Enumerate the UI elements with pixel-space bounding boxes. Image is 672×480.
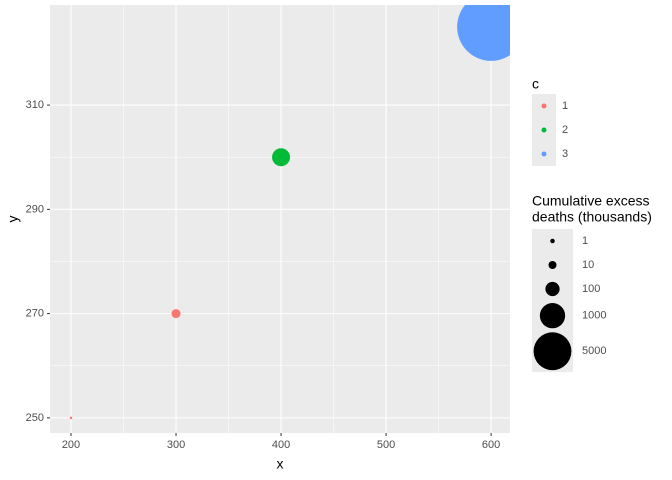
y-tick-label: 270 bbox=[26, 308, 44, 320]
legend-key bbox=[541, 151, 547, 157]
legend-key bbox=[539, 303, 566, 329]
y-tick-label: 290 bbox=[26, 203, 44, 215]
x-axis-label: x bbox=[277, 456, 284, 472]
legend-title: c bbox=[532, 76, 539, 92]
legend-label: 1 bbox=[562, 100, 568, 112]
x-tick-label: 200 bbox=[62, 439, 80, 451]
x-tick-label: 500 bbox=[377, 439, 395, 451]
grid bbox=[50, 5, 510, 433]
legend-label: 1000 bbox=[582, 310, 606, 322]
y-tick-label: 310 bbox=[26, 99, 44, 111]
legend-key bbox=[545, 281, 560, 297]
legend-key bbox=[548, 260, 557, 270]
legend-key bbox=[541, 127, 547, 133]
y-axis-label: y bbox=[5, 216, 21, 223]
marks bbox=[69, 5, 510, 420]
legend-label: 5000 bbox=[582, 345, 606, 357]
legend-label: 100 bbox=[582, 283, 600, 295]
legend-label: 2 bbox=[562, 124, 568, 136]
panel bbox=[50, 5, 510, 433]
legend-label: 1 bbox=[582, 235, 588, 247]
bubble bbox=[272, 148, 291, 167]
y-tick-label: 250 bbox=[26, 412, 44, 424]
x-tick-label: 300 bbox=[167, 439, 185, 451]
legend-key bbox=[533, 332, 572, 371]
legend-title: deaths (thousands) bbox=[532, 209, 652, 225]
legend-key bbox=[550, 238, 555, 244]
x-tick-label: 600 bbox=[482, 439, 500, 451]
bubble bbox=[457, 5, 510, 61]
bubble bbox=[171, 309, 181, 319]
legend-label: 10 bbox=[582, 259, 594, 271]
x-tick-label: 400 bbox=[272, 439, 290, 451]
legend-title: Cumulative excess bbox=[532, 193, 650, 209]
bubble bbox=[69, 416, 73, 420]
legend-key bbox=[541, 103, 547, 109]
legend-label: 3 bbox=[562, 148, 568, 160]
